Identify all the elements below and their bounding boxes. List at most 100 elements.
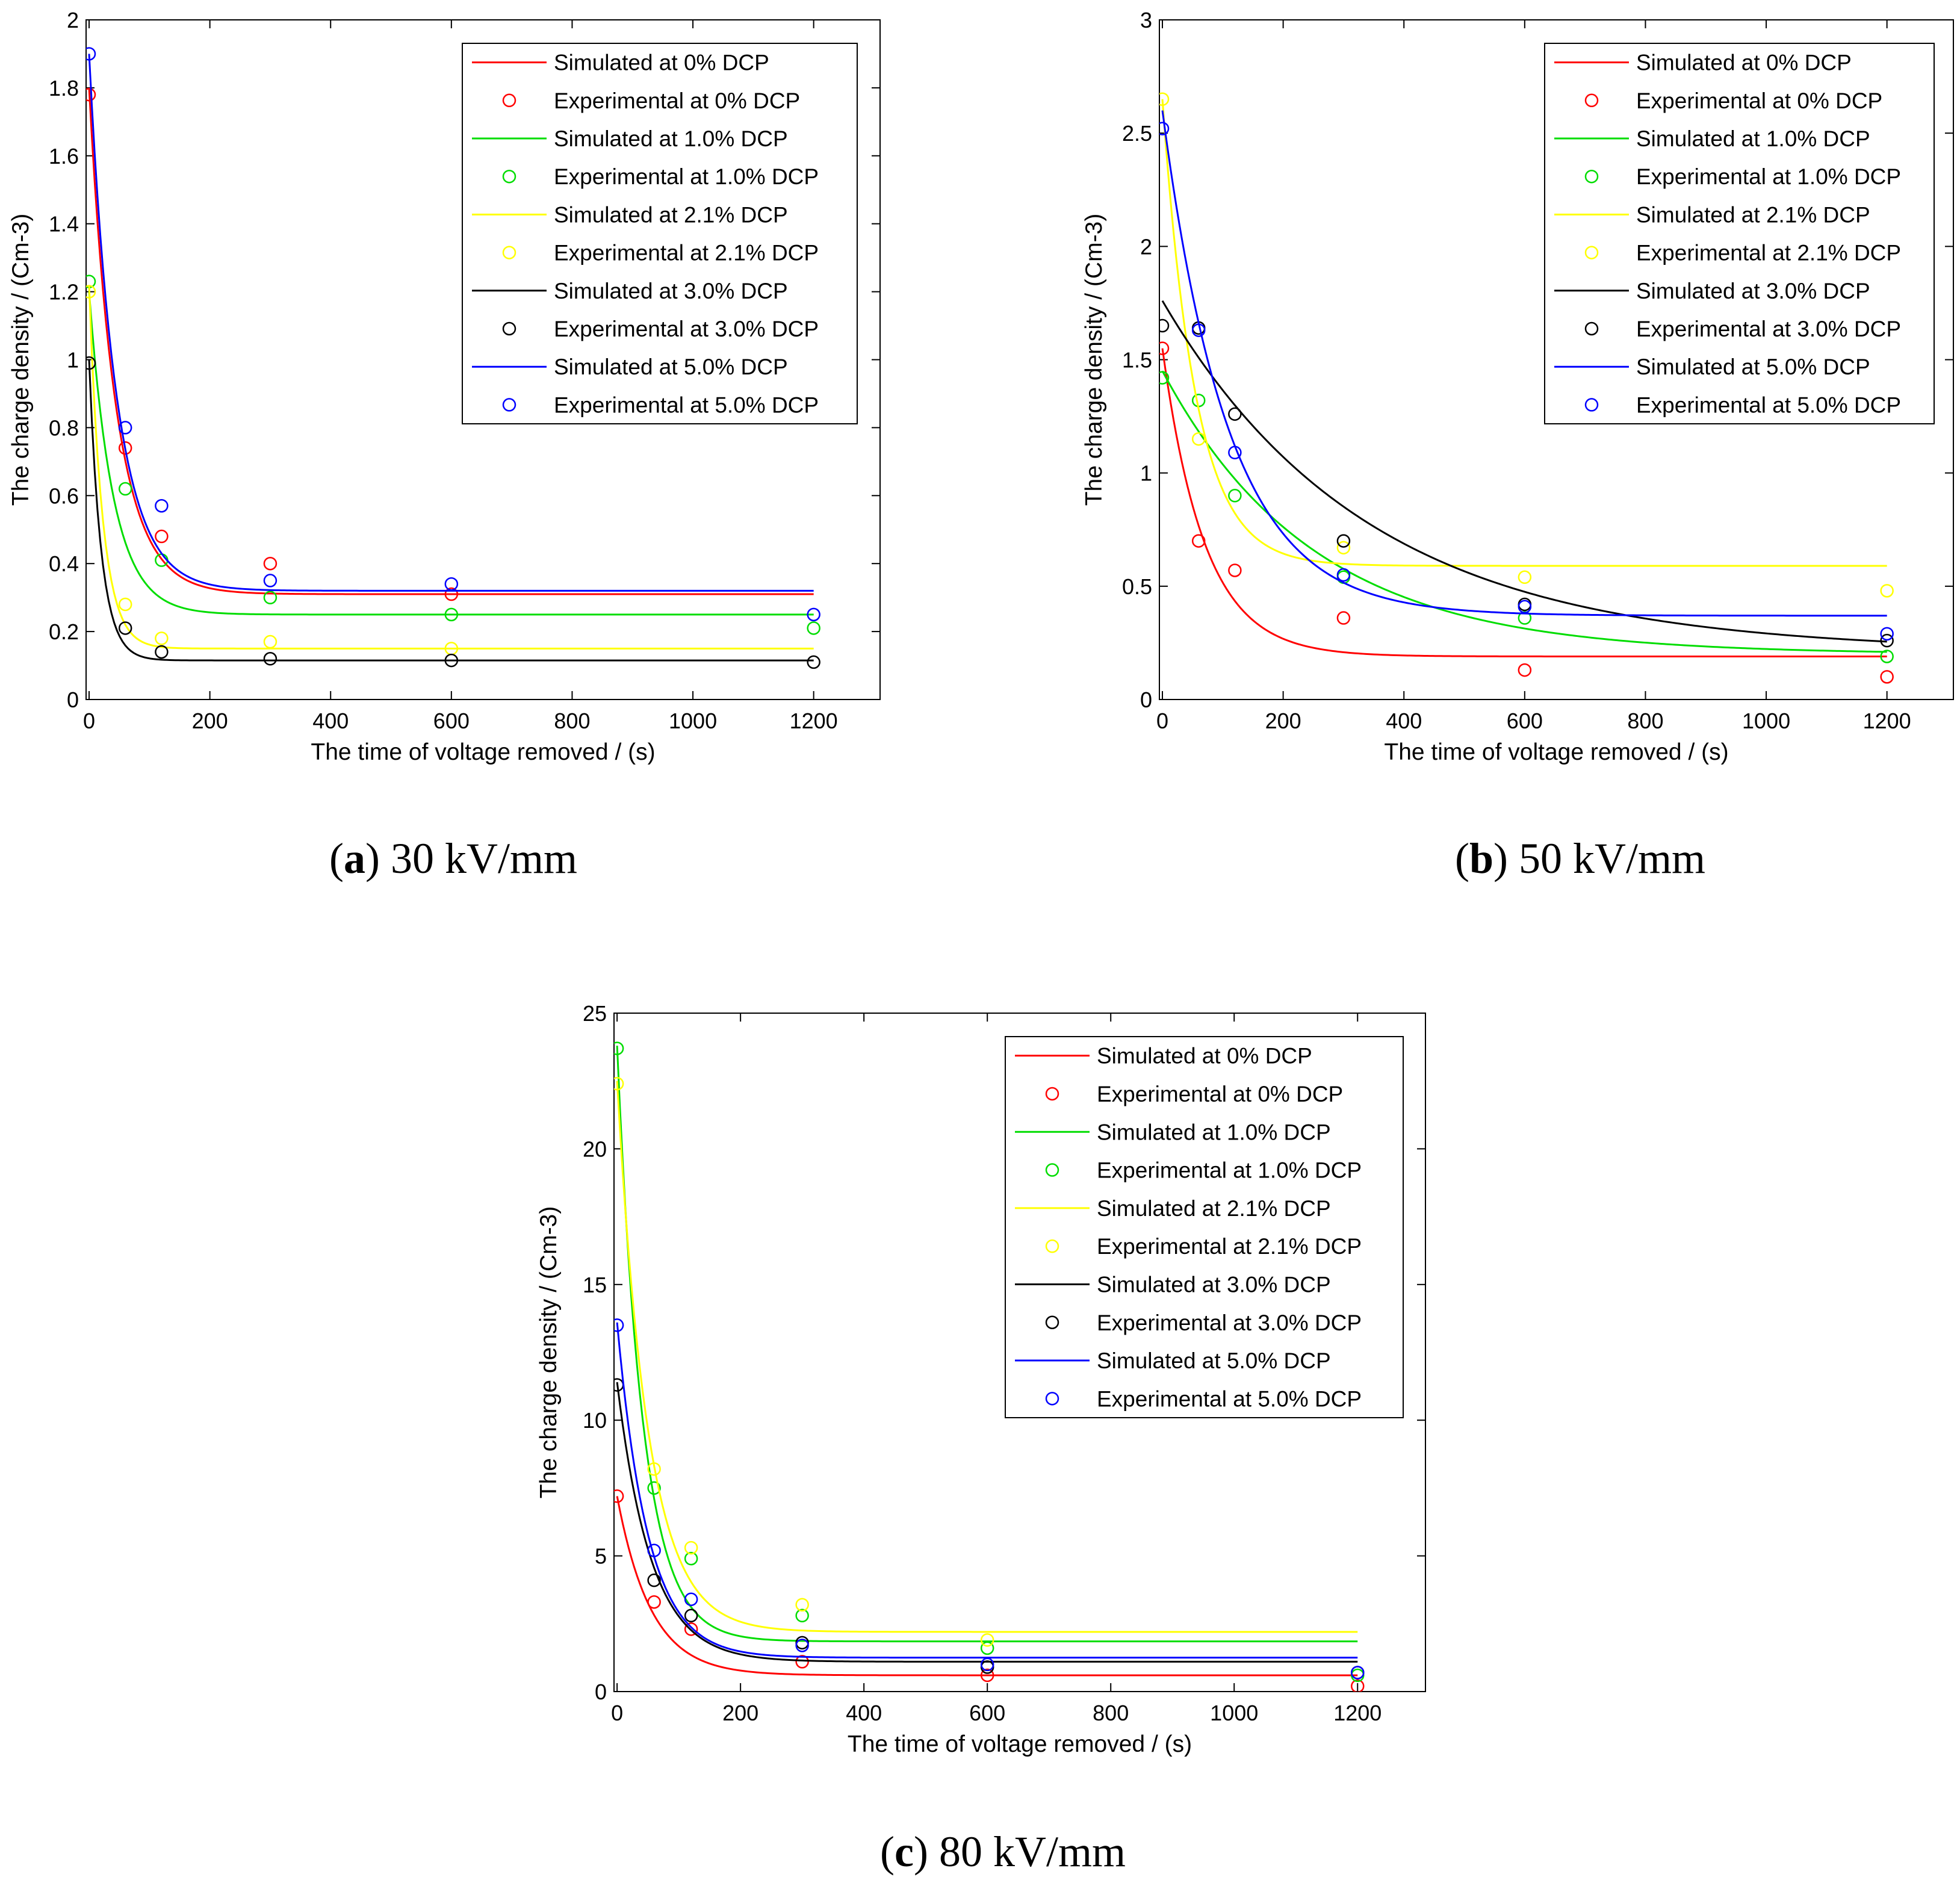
exp-point-2-1-dcp [1880, 584, 1894, 598]
legend: Simulated at 0% DCP Experimental at 0% DC… [1005, 1036, 1404, 1418]
plot-area [86, 47, 820, 669]
y-tick-label: 20 [583, 1137, 607, 1161]
legend-label: Experimental at 2.1% DCP [1636, 241, 1901, 265]
legend-marker-swatch [1584, 93, 1599, 108]
y-tick-label: 0 [595, 1680, 607, 1704]
y-tick-label: 15 [583, 1273, 607, 1297]
sim-line-3-0-dcp [1161, 300, 1887, 643]
exp-point-3-0-dcp [263, 652, 278, 666]
caption-text: 80 kV/mm [939, 1828, 1126, 1876]
sim-line-0-dcp [1161, 348, 1887, 657]
y-tick-label: 0.2 [49, 619, 79, 644]
legend: Simulated at 0% DCP Experimental at 0% DC… [462, 43, 858, 424]
y-tick-label: 10 [583, 1408, 607, 1433]
exp-point-2-1-dcp [263, 634, 278, 649]
exp-point-3-0-dcp [647, 1573, 661, 1587]
legend-label: Simulated at 0% DCP [1636, 51, 1852, 75]
x-tick-label: 800 [1093, 1701, 1129, 1725]
x-axis-label: The time of voltage removed / (s) [1384, 739, 1728, 765]
sim-line-5-0-dcp [616, 1322, 1358, 1659]
legend-label: Simulated at 3.0% DCP [1636, 279, 1870, 303]
exp-point-1-0-dcp [647, 1481, 661, 1495]
sim-line-2-1-dcp [88, 285, 814, 650]
exp-point-0-dcp [1336, 611, 1351, 625]
sim-line-1-0-dcp [1161, 370, 1887, 653]
sim-line-1-0-dcp [616, 1046, 1358, 1643]
y-tick-label: 0.4 [49, 551, 79, 576]
y-tick-label: 5 [595, 1544, 607, 1569]
panel-caption: (b) 50 kV/mm [1455, 834, 1705, 883]
y-tick-label: 1.5 [1122, 348, 1152, 373]
y-tick-label: 2.5 [1122, 121, 1152, 146]
exp-point-1-0-dcp [795, 1608, 809, 1623]
y-tick-label: 3 [1140, 8, 1152, 33]
y-tick-label: 2 [1140, 234, 1152, 259]
exp-point-2-1-dcp [684, 1540, 698, 1555]
x-tick-label: 800 [1627, 709, 1663, 733]
legend-marker-swatch [502, 93, 516, 108]
legend: Simulated at 0% DCP Experimental at 0% DC… [1544, 43, 1935, 424]
exp-point-2-1-dcp [1159, 92, 1170, 106]
legend-label: Experimental at 5.0% DCP [554, 392, 819, 417]
exp-point-1-0-dcp [614, 1041, 624, 1055]
x-tick-label: 400 [846, 1701, 882, 1725]
plot-area [1159, 92, 1894, 684]
legend-marker-swatch [1045, 1239, 1059, 1253]
exp-point-0-dcp [1228, 563, 1242, 577]
sim-line-2-1-dcp [616, 1081, 1358, 1633]
legend-marker-swatch [1045, 1163, 1059, 1177]
exp-point-3-0-dcp [1336, 534, 1351, 548]
exp-point-5-0-dcp [263, 574, 278, 588]
legend-label: Simulated at 2.1% DCP [1097, 1196, 1331, 1221]
exp-point-0-dcp [980, 1668, 994, 1683]
exp-point-0-dcp [118, 441, 132, 455]
caption-letter: b [1469, 834, 1493, 883]
caption-letter: c [895, 1828, 914, 1876]
exp-point-2-1-dcp [1191, 432, 1206, 446]
y-tick-label: 0.8 [49, 415, 79, 440]
legend-label: Simulated at 3.0% DCP [1097, 1272, 1331, 1297]
legend-label: Experimental at 2.1% DCP [554, 241, 819, 265]
legend-label: Simulated at 5.0% DCP [1636, 355, 1870, 379]
x-tick-label: 400 [312, 709, 349, 733]
exp-point-1-0-dcp [1880, 650, 1894, 663]
legend-label: Simulated at 2.1% DCP [554, 202, 788, 227]
exp-point-5-0-dcp [1159, 122, 1170, 135]
exp-point-0-dcp [263, 556, 278, 571]
exp-point-1-0-dcp [1159, 371, 1170, 385]
x-tick-label: 200 [722, 1701, 758, 1725]
legend-label: Simulated at 5.0% DCP [554, 355, 788, 379]
legend-label: Experimental at 3.0% DCP [1097, 1311, 1362, 1335]
legend-label: Experimental at 1.0% DCP [1636, 164, 1901, 189]
exp-point-5-0-dcp [444, 577, 459, 591]
legend-label: Experimental at 0% DCP [1097, 1082, 1343, 1106]
legend-label: Simulated at 5.0% DCP [1097, 1348, 1331, 1373]
exp-point-5-0-dcp [86, 47, 96, 61]
x-tick-label: 200 [1265, 709, 1301, 733]
exp-point-3-0-dcp [684, 1608, 698, 1623]
exp-point-0-dcp [1159, 341, 1170, 355]
exp-point-1-0-dcp [684, 1551, 698, 1566]
legend-marker-swatch [1584, 169, 1599, 184]
x-tick-label: 800 [554, 709, 590, 733]
legend-label: Experimental at 5.0% DCP [1636, 392, 1901, 417]
legend-label: Experimental at 0% DCP [554, 88, 800, 113]
y-tick-label: 25 [583, 1001, 607, 1026]
exp-point-5-0-dcp [1518, 600, 1532, 613]
legend-label: Experimental at 5.0% DCP [1097, 1386, 1362, 1411]
legend-label: Simulated at 1.0% DCP [554, 126, 788, 151]
exp-point-5-0-dcp [1228, 445, 1242, 460]
legend-box [1005, 1036, 1404, 1418]
sim-line-0-dcp [616, 1496, 1358, 1677]
y-tick-label: 1.8 [49, 76, 79, 101]
x-tick-label: 0 [83, 709, 95, 733]
legend-label: Simulated at 0% DCP [1097, 1044, 1312, 1069]
y-tick-label: 1 [67, 348, 79, 373]
y-tick-label: 0.5 [1122, 574, 1152, 599]
legend-label: Simulated at 0% DCP [554, 51, 769, 75]
y-tick-label: 0 [1140, 687, 1152, 712]
exp-point-3-0-dcp [155, 645, 169, 659]
y-tick-label: 0.6 [49, 483, 79, 508]
exp-point-5-0-dcp [1336, 568, 1351, 582]
exp-point-2-1-dcp [795, 1598, 809, 1612]
